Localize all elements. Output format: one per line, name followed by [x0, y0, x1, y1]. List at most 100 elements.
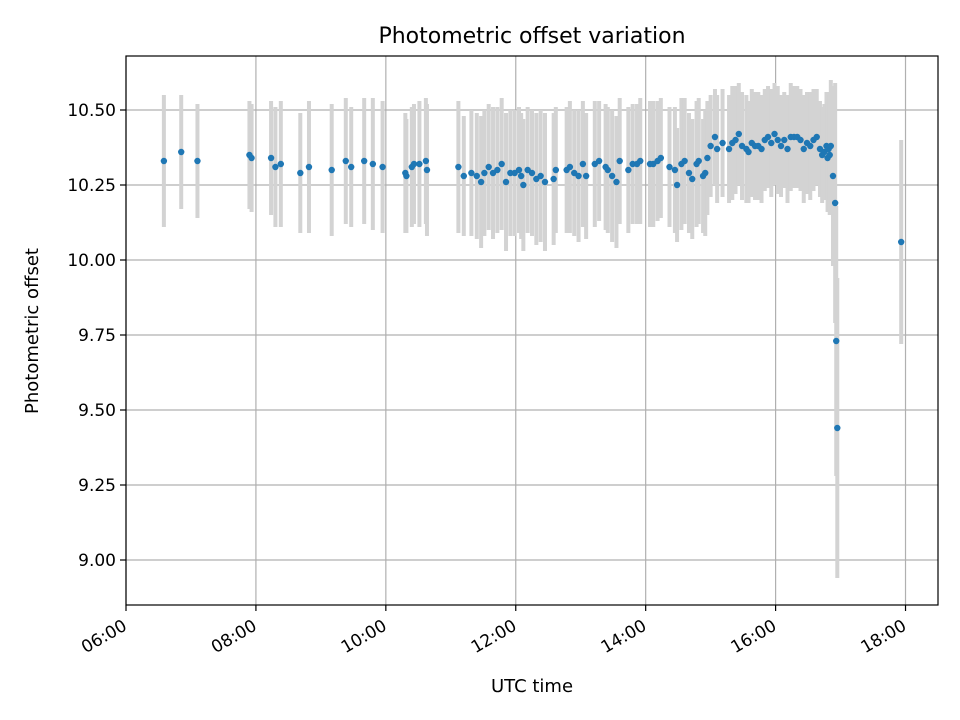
data-point	[267, 154, 275, 162]
data-point	[369, 160, 377, 168]
y-tick-label: 9.75	[78, 326, 116, 346]
data-point	[528, 169, 536, 177]
data-point	[517, 172, 525, 180]
data-point	[833, 337, 840, 345]
data-point	[685, 169, 693, 177]
data-point	[515, 166, 523, 174]
data-point	[502, 178, 510, 186]
data-point	[485, 163, 492, 171]
data-point	[673, 181, 681, 189]
data-point	[160, 157, 168, 165]
data-point	[702, 169, 709, 177]
y-tick-label: 10.50	[67, 101, 116, 121]
data-point	[582, 172, 590, 180]
data-point	[460, 172, 467, 180]
data-point	[248, 154, 255, 162]
data-point	[277, 160, 285, 168]
y-tick-label: 9.00	[78, 551, 116, 571]
data-point	[305, 163, 313, 171]
y-tick-label: 10.25	[67, 176, 116, 196]
data-point	[781, 136, 788, 144]
data-point	[477, 178, 485, 186]
data-point	[613, 178, 620, 186]
data-point	[826, 151, 833, 159]
data-point	[725, 145, 733, 153]
data-point	[347, 163, 355, 171]
y-tick-label: 9.50	[78, 401, 116, 421]
data-point	[616, 157, 623, 165]
data-point	[410, 160, 418, 168]
data-point	[666, 163, 673, 171]
data-point	[342, 157, 349, 165]
data-point	[704, 154, 711, 162]
data-point	[800, 145, 807, 153]
data-point	[541, 178, 549, 186]
y-axis-label: Photometric offset	[22, 248, 43, 414]
data-point	[719, 139, 726, 147]
data-point	[735, 130, 742, 138]
data-point	[745, 148, 752, 156]
data-point	[827, 142, 835, 150]
data-point	[498, 160, 505, 168]
data-point	[328, 166, 335, 174]
data-point	[194, 157, 201, 165]
data-point	[416, 160, 423, 168]
y-tick-label: 9.25	[78, 476, 116, 496]
data-point	[481, 169, 488, 177]
data-point	[575, 172, 582, 180]
data-point	[758, 145, 765, 153]
data-point	[671, 166, 679, 174]
plot-frame	[125, 55, 939, 606]
data-point	[604, 166, 611, 174]
data-point	[403, 172, 410, 180]
data-point	[681, 157, 688, 165]
data-point	[550, 175, 557, 183]
x-axis-label: UTC time	[491, 676, 573, 697]
data-point	[797, 136, 804, 144]
data-point	[272, 163, 279, 171]
data-point	[455, 163, 462, 171]
data-point	[297, 169, 304, 177]
data-point	[608, 172, 616, 180]
data-point	[732, 136, 739, 144]
data-point	[423, 166, 431, 174]
data-points	[160, 130, 905, 432]
data-point	[520, 181, 527, 189]
data-point	[494, 166, 501, 174]
data-point	[784, 145, 791, 153]
data-point	[657, 154, 665, 162]
data-point	[897, 238, 905, 246]
data-point	[379, 163, 386, 171]
data-point	[771, 130, 778, 138]
data-point	[625, 166, 632, 174]
data-point	[537, 172, 544, 180]
data-point	[831, 199, 839, 207]
data-point	[774, 136, 781, 144]
data-point	[695, 157, 702, 165]
data-point	[768, 139, 775, 147]
data-point	[707, 142, 714, 150]
data-point	[178, 148, 185, 156]
data-point	[764, 133, 772, 141]
data-point	[468, 169, 475, 177]
data-point	[579, 160, 587, 168]
y-tick-label: 10.00	[67, 251, 116, 271]
data-point	[813, 133, 820, 141]
data-point	[595, 157, 603, 165]
data-point	[711, 133, 719, 141]
data-point	[834, 424, 841, 432]
data-point	[422, 157, 430, 165]
data-point	[829, 172, 837, 180]
data-point	[689, 175, 696, 183]
data-point	[637, 157, 644, 165]
data-point	[360, 157, 368, 165]
data-point	[473, 172, 480, 180]
data-point	[807, 142, 814, 150]
data-point	[552, 166, 560, 174]
y-axis: 9.00 9.25 9.50 9.75 10.00 10.25 10.50	[67, 101, 126, 571]
data-point	[566, 163, 574, 171]
data-point	[777, 142, 785, 150]
chart-title: Photometric offset variation	[378, 24, 685, 49]
data-point	[713, 145, 721, 153]
